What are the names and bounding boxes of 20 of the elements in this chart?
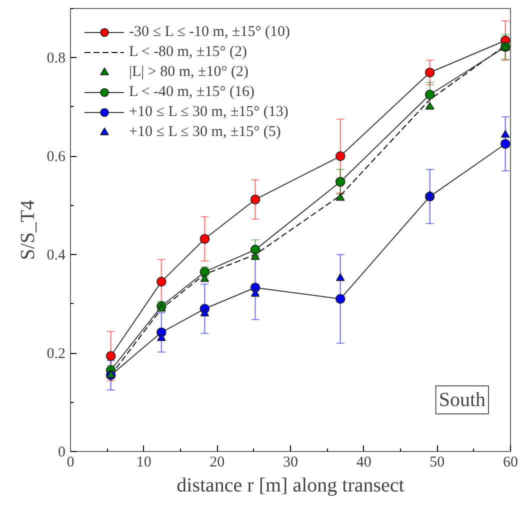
annotation: South: [438, 388, 486, 411]
x-tick-label: 10: [136, 454, 152, 470]
legend-label: L < -40 m, ±15° (16): [129, 84, 254, 100]
x-axis-title: distance r [m] along transect: [176, 474, 405, 496]
y-tick-label: 0.8: [46, 50, 66, 67]
y-tick-label: 0.4: [46, 248, 66, 264]
x-tick-label: 60: [503, 454, 518, 470]
y-tick-label: 0.6: [46, 149, 66, 166]
y-tick-label: 0: [58, 444, 66, 460]
legend-label: -30 ≤ L ≤ -10 m, ±15° (10): [129, 24, 290, 40]
y-axis-title: S/S_T4: [16, 200, 39, 260]
legend-label: +10 ≤ L ≤ 30 m, ±15° (5): [129, 124, 281, 140]
y-tick-label: 0.2: [46, 346, 66, 362]
legend-label: +10 ≤ L ≤ 30 m, ±15° (13): [129, 104, 288, 120]
x-tick-label: 20: [210, 454, 225, 470]
legend-label: |L| > 80 m, ±10° (2): [129, 64, 249, 80]
x-tick-label: 40: [356, 454, 372, 470]
x-tick-label: 30: [283, 454, 298, 470]
x-tick-label: 50: [430, 454, 445, 470]
legend-label: L < -80 m, ±15° (2): [129, 44, 247, 60]
